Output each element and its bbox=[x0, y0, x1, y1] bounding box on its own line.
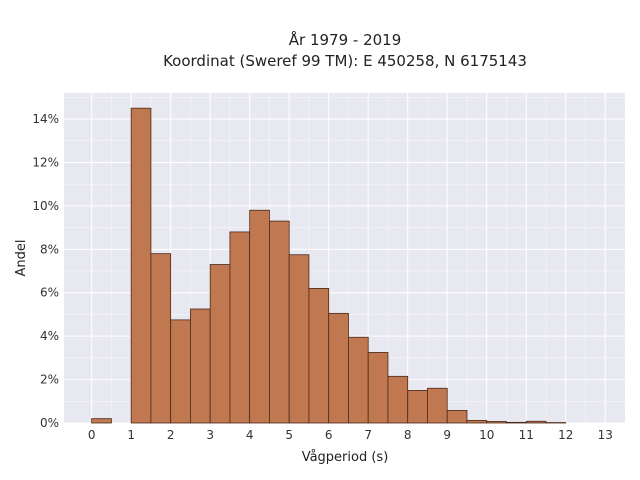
histogram-bar bbox=[308, 287, 330, 424]
histogram-bar bbox=[229, 231, 251, 424]
histogram-bar bbox=[269, 220, 290, 424]
x-tick-label: 12 bbox=[558, 428, 573, 442]
y-tick-label: 10% bbox=[32, 199, 59, 213]
y-tick-label: 12% bbox=[32, 155, 59, 169]
y-axis-ticks: 0% 2% 4% 6% 8% 10% 12% 14% bbox=[32, 112, 59, 430]
histogram-bar bbox=[427, 387, 448, 424]
histogram-bar bbox=[525, 420, 547, 424]
histogram-bar bbox=[466, 419, 488, 424]
histogram-bar bbox=[506, 421, 527, 424]
x-tick-label: 0 bbox=[88, 428, 96, 442]
histogram-bar bbox=[486, 421, 507, 424]
histogram-bar bbox=[288, 254, 310, 424]
chart-title: År 1979 - 2019 bbox=[289, 30, 402, 49]
y-tick-label: 4% bbox=[40, 329, 59, 343]
histogram-bar bbox=[91, 418, 112, 424]
histogram-bar bbox=[190, 308, 211, 424]
histogram-bar bbox=[150, 253, 172, 424]
histogram-bar bbox=[328, 312, 349, 424]
histogram-bar bbox=[446, 410, 468, 424]
histogram-bar bbox=[367, 352, 389, 424]
y-tick-label: 2% bbox=[40, 373, 59, 387]
histogram-bar bbox=[130, 107, 152, 424]
y-tick-label: 0% bbox=[40, 416, 59, 430]
histogram-bar bbox=[249, 209, 270, 424]
histogram-bar bbox=[170, 319, 191, 424]
histogram-bar bbox=[348, 336, 369, 424]
histogram-bar bbox=[407, 390, 428, 424]
x-tick-label: 6 bbox=[325, 428, 333, 442]
x-tick-label: 5 bbox=[285, 428, 293, 442]
x-tick-label: 3 bbox=[206, 428, 214, 442]
x-axis-label: Vågperiod (s) bbox=[302, 450, 389, 465]
x-tick-label: 7 bbox=[364, 428, 372, 442]
chart-subtitle: Koordinat (Sweref 99 TM): E 450258, N 61… bbox=[163, 52, 527, 70]
bars-group bbox=[91, 107, 567, 424]
x-tick-label: 13 bbox=[598, 428, 613, 442]
x-tick-label: 11 bbox=[519, 428, 534, 442]
x-tick-label: 2 bbox=[167, 428, 175, 442]
x-tick-label: 9 bbox=[443, 428, 451, 442]
histogram-bar bbox=[209, 264, 231, 424]
y-tick-label: 8% bbox=[40, 242, 59, 256]
x-tick-label: 1 bbox=[127, 428, 135, 442]
y-tick-label: 6% bbox=[40, 286, 59, 300]
y-tick-label: 14% bbox=[32, 112, 59, 126]
x-tick-label: 4 bbox=[246, 428, 254, 442]
x-axis-ticks: 0 1 2 3 4 5 6 7 8 9 10 11 12 13 bbox=[88, 428, 613, 442]
x-tick-label: 8 bbox=[404, 428, 412, 442]
histogram-bar bbox=[387, 375, 409, 424]
y-axis-label: Andel bbox=[14, 240, 29, 277]
x-tick-label: 10 bbox=[479, 428, 494, 442]
